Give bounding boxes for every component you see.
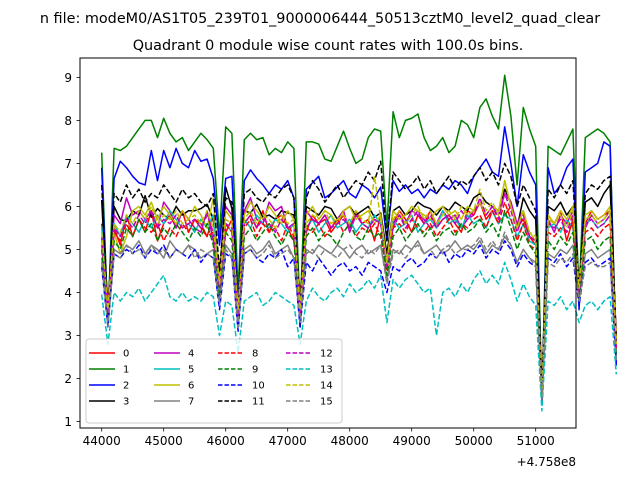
x-tick-label: 49000	[393, 434, 431, 448]
series-line-13	[100, 261, 618, 412]
series-line-9	[100, 209, 618, 401]
x-tick-label: 44000	[83, 434, 121, 448]
y-tick-label: 3	[64, 329, 72, 343]
y-tick-label: 6	[64, 200, 72, 214]
y-tick-label: 2	[64, 372, 72, 386]
series-line-12	[100, 192, 618, 397]
y-tick-label: 9	[64, 71, 72, 85]
series-line-15	[100, 231, 618, 401]
legend-label-1: 1	[123, 365, 129, 376]
series-line-1	[100, 74, 618, 401]
y-tick-label: 8	[64, 114, 72, 128]
y-axis: 1 2 3 4 5 6 7 8 9	[64, 71, 80, 429]
figure-suptitle: n file: modeM0/AS1T05_239T01_9000006444_…	[40, 11, 600, 27]
y-tick-label: 7	[64, 157, 72, 171]
legend-label-13: 13	[320, 365, 333, 376]
legend-label-6: 6	[188, 381, 194, 392]
plot-lines	[100, 74, 618, 412]
x-tick-label: 48000	[331, 434, 369, 448]
legend-label-14: 14	[320, 381, 333, 392]
legend-frame	[85, 338, 343, 424]
x-tick-label: 45000	[145, 434, 183, 448]
legend-label-10: 10	[252, 381, 265, 392]
legend-label-3: 3	[123, 397, 129, 408]
y-tick-label: 4	[64, 286, 72, 300]
series-line-3	[100, 184, 618, 397]
plot-frame	[79, 57, 577, 429]
x-tick-label: 50000	[455, 434, 493, 448]
chart-title: Quadrant 0 module wise count rates with …	[133, 38, 524, 54]
x-tick-label: 47000	[269, 434, 307, 448]
legend-label-7: 7	[188, 397, 194, 408]
y-tick-label: 1	[64, 415, 72, 429]
legend-label-2: 2	[123, 381, 129, 392]
series-line-2	[100, 126, 618, 406]
legend-label-11: 11	[252, 397, 265, 408]
legend-label-9: 9	[252, 365, 258, 376]
legend-label-15: 15	[320, 397, 333, 408]
legend-label-5: 5	[188, 365, 194, 376]
series-line-14	[100, 175, 618, 397]
x-tick-label: 46000	[207, 434, 245, 448]
legend-label-12: 12	[320, 349, 333, 360]
legend-label-8: 8	[252, 349, 258, 360]
x-axis: 44000 45000 46000 47000 48000 49000 50000 51000	[83, 428, 555, 448]
legend-label-0: 0	[123, 349, 129, 360]
y-tick-label: 5	[64, 243, 72, 257]
series-line-10	[100, 240, 618, 406]
x-offset-label: +4.758e8	[517, 455, 576, 469]
legend-label-4: 4	[188, 349, 194, 360]
x-tick-label: 51000	[517, 434, 555, 448]
